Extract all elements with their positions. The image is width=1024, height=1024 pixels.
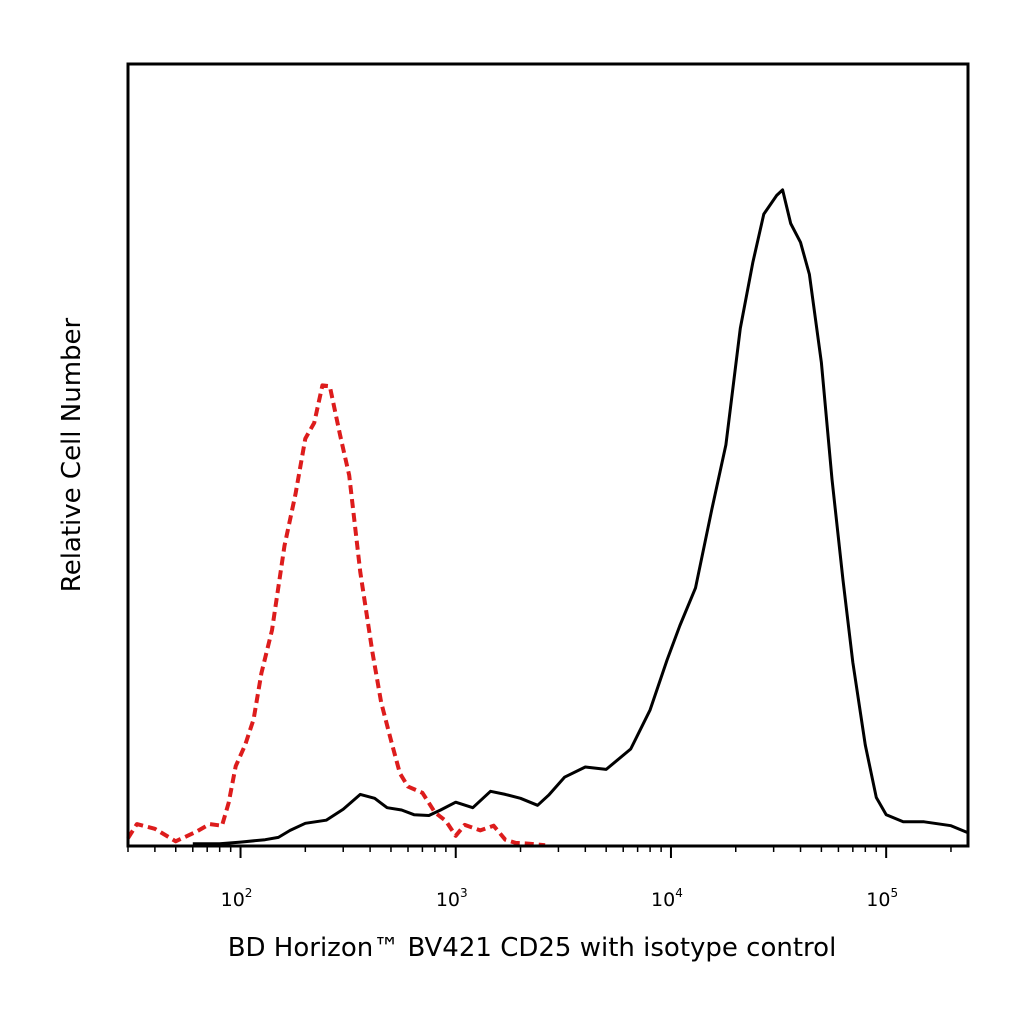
x-tick-label: 102 <box>221 886 253 911</box>
x-tick-label: 103 <box>436 886 468 911</box>
series-layer <box>126 188 969 848</box>
x-axis-ticks: 102 103 104 105 <box>127 846 952 911</box>
plot-area-frame <box>126 62 970 848</box>
y-axis-title: Relative Cell Number <box>57 317 87 592</box>
series-line-0 <box>192 188 969 846</box>
series-line-1 <box>126 383 546 848</box>
x-axis-title: BD Horizon™ BV421 CD25 with isotype cont… <box>228 933 837 963</box>
x-tick-label: 104 <box>651 886 683 911</box>
x-tick-label: 105 <box>866 886 898 911</box>
